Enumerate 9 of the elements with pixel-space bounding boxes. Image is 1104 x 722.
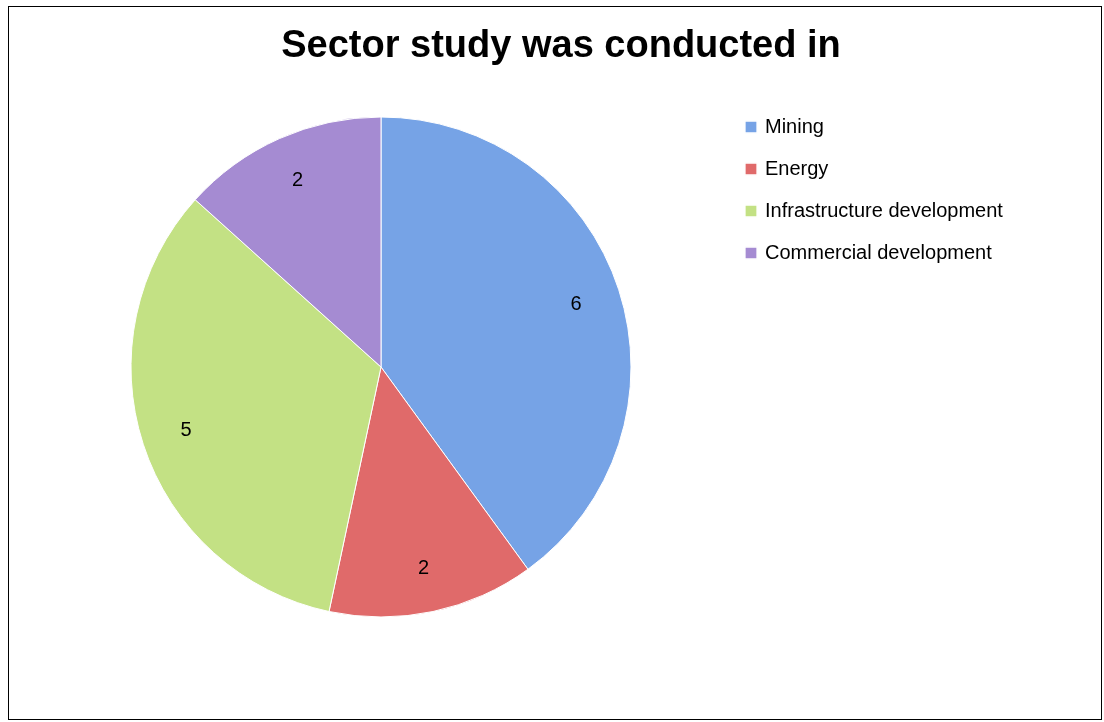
data-label: 5	[180, 418, 192, 441]
legend-label: Energy	[765, 157, 829, 179]
legend-label: Infrastructure development	[765, 199, 1004, 221]
data-label: 6	[570, 291, 582, 314]
legend-label: Commercial development	[765, 241, 993, 263]
data-label: 2	[292, 167, 304, 190]
data-label: 2	[418, 555, 430, 578]
chart-title: Sector study was conducted in	[281, 23, 841, 65]
legend-label: Mining	[765, 115, 824, 137]
